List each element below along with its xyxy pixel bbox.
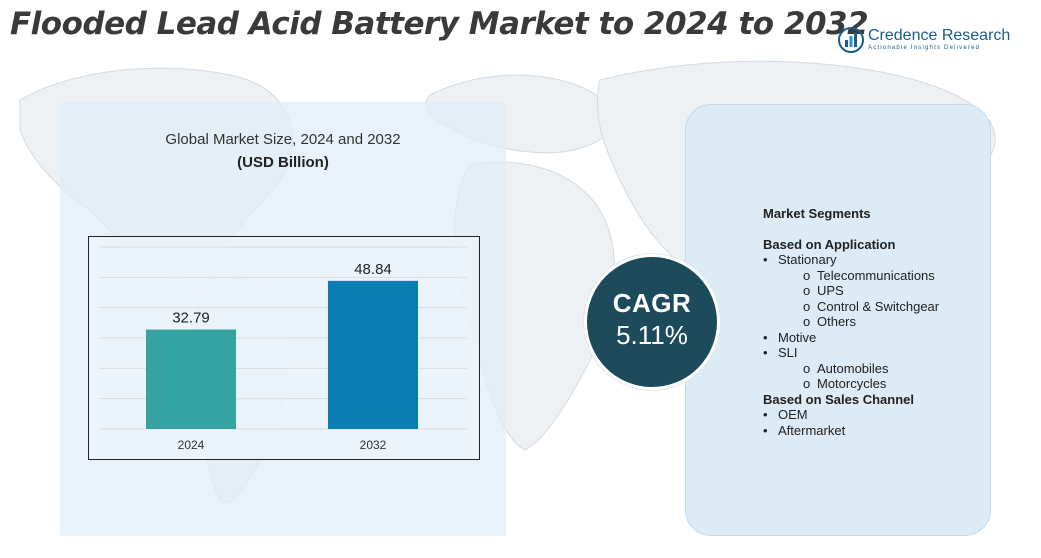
- segments-heading: Market Segments: [763, 206, 871, 221]
- brand-name: Credence Research: [868, 27, 1011, 44]
- segment-item-text: Others: [817, 314, 857, 329]
- cagr-label: CAGR: [612, 288, 692, 318]
- segment-item-text: Motorcycles: [817, 376, 887, 391]
- bar-chart: 32.79 2024 48.84 2032: [88, 236, 480, 460]
- market-segments-list: Market Segments Based on Application • Sta…: [763, 206, 939, 438]
- segment-item-text: OEM: [778, 407, 808, 422]
- segment-sub-item: o Automobiles: [763, 361, 939, 377]
- dot-bullet-icon: •: [763, 329, 768, 345]
- segment-item: • SLI: [763, 345, 939, 361]
- segment-sub-item: o UPS: [763, 283, 939, 299]
- x-tick-label: 2032: [360, 438, 387, 452]
- segment-item: • OEM: [763, 407, 939, 423]
- dot-bullet-icon: •: [763, 252, 768, 267]
- segment-item: • Motive: [763, 330, 939, 346]
- segment-item-text: SLI: [778, 345, 798, 360]
- brand-tagline: Actionable Insights Delivered: [868, 45, 981, 51]
- segment-group-title: Based on Application: [763, 236, 896, 252]
- bar-2032: [328, 280, 418, 429]
- circle-bullet-icon: o: [803, 360, 811, 376]
- x-tick-label: 2024: [178, 438, 205, 452]
- bar-2024: [146, 329, 236, 429]
- segment-item: • Aftermarket: [763, 423, 939, 439]
- segment-sub-item: o Motorcycles: [763, 376, 939, 392]
- data-label-2032: 48.84: [354, 261, 392, 278]
- dot-bullet-icon: •: [763, 407, 768, 422]
- circle-bullet-icon: o: [803, 376, 811, 391]
- segment-sub-item: o Control & Switchgear: [763, 299, 939, 315]
- circle-bullet-icon: o: [803, 267, 811, 283]
- data-label-2024: 32.79: [172, 310, 210, 327]
- cagr-value: 5.11%: [616, 320, 688, 350]
- segment-item-text: Aftermarket: [778, 422, 846, 438]
- dot-bullet-icon: •: [763, 345, 768, 360]
- market-segments-panel: [685, 104, 991, 536]
- dot-bullet-icon: •: [763, 422, 768, 438]
- cagr-badge: [584, 254, 720, 390]
- chart-unit-label: (USD Billion): [237, 154, 329, 171]
- segment-group-title: Based on Sales Channel: [763, 391, 914, 407]
- segment-item-text: UPS: [817, 283, 844, 298]
- segment-item: • Stationary: [763, 252, 939, 268]
- segment-item-text: Motive: [778, 329, 817, 345]
- page-title: Flooded Lead Acid Battery Market to 2024…: [10, 6, 869, 42]
- circle-bullet-icon: o: [803, 298, 811, 314]
- chart-title: Global Market Size, 2024 and 2032: [165, 131, 401, 148]
- segment-item-text: Control & Switchgear: [817, 298, 940, 314]
- segment-item-text: Stationary: [778, 252, 837, 267]
- segment-sub-item: o Telecommunications: [763, 268, 939, 284]
- segment-sub-item: o Others: [763, 314, 939, 330]
- brand-logo-block: Credence Research Actionable Insights De…: [838, 24, 1018, 58]
- segment-item-text: Automobiles: [817, 360, 889, 376]
- bar-chart-svg: 32.79 2024 48.84 2032: [99, 246, 467, 452]
- credence-research-logo-icon: [838, 27, 864, 53]
- circle-bullet-icon: o: [803, 314, 811, 329]
- segment-item-text: Telecommunications: [817, 267, 935, 283]
- circle-bullet-icon: o: [803, 283, 811, 298]
